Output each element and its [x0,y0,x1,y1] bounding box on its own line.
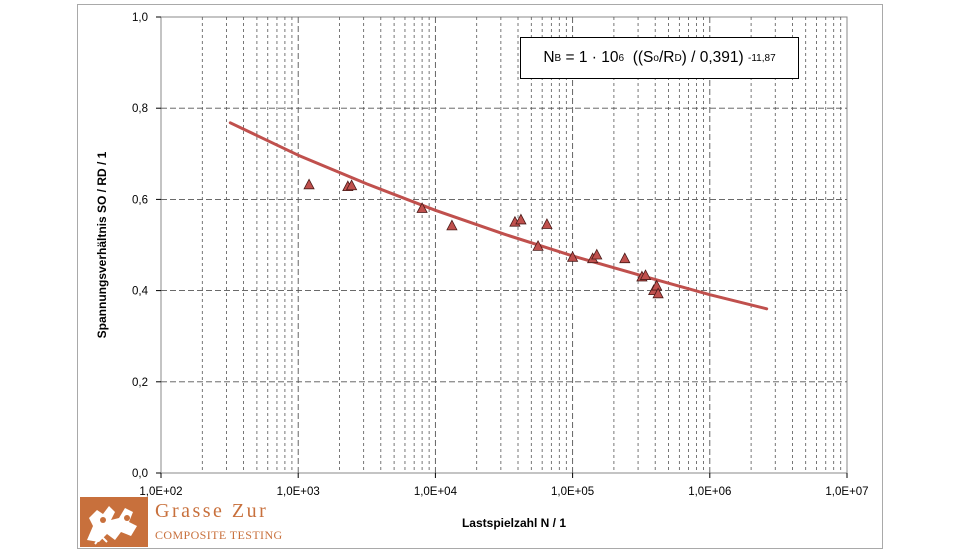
grid [161,17,847,473]
data-point [446,219,458,231]
lion-crest-icon [80,497,148,547]
x-axis-ticks: 1,0E+02 1,0E+03 1,0E+04 1,0E+05 1,0E+06 1,0E+… [139,473,869,498]
company-logo: Grasse Zur COMPOSITE TESTING [79,496,339,548]
y-axis-title: Spannungsverhältnis SO / RD / 1 [95,151,109,338]
x-tick-label: 1,0E+02 [139,486,182,498]
data-point [652,287,664,299]
formula-mid3: ) / 0,391) [681,49,749,66]
x-tick-label: 1,0E+03 [277,486,320,498]
formula-mid1: ((S [624,49,654,66]
y-axis-ticks: 0,0 0,2 0,4 0,6 0,8 1,0 [132,12,161,480]
formula-base: N [543,49,555,66]
data-point [303,178,315,190]
formula-mid2: /R [658,49,675,66]
y-tick-label: 0,2 [132,377,148,389]
x-tick-label: 1,0E+06 [688,486,731,498]
x-axis-title: Lastspielzahl N / 1 [462,516,566,530]
y-tick-label: 0,4 [132,286,149,298]
formula-exp2: -11,87 [748,52,776,64]
data-point [416,202,428,213]
data-points [303,178,664,299]
y-tick-label: 0,8 [132,103,148,115]
data-point [639,269,652,280]
data-point [566,250,579,262]
data-point [532,240,544,251]
data-point [541,218,553,229]
data-point [591,248,603,260]
fit-curve-line [228,121,769,311]
fit-curve [228,121,769,311]
formula-base-sub: B [554,52,562,64]
y-tick-label: 0,6 [132,194,148,206]
data-point [515,213,527,225]
x-tick-label: 1,0E+05 [551,486,594,498]
logo-name: Grasse Zur [155,500,269,522]
formula-eq: = 1 · 10 [561,49,619,66]
data-point [651,279,663,291]
logo-subtitle: COMPOSITE TESTING [155,528,283,542]
x-tick-label: 1,0E+04 [414,486,458,498]
data-point [345,179,358,191]
formula-exp: 6 [618,52,625,64]
y-tick-label: 0,0 [132,468,148,480]
data-point [619,252,631,264]
x-tick-label: 1,0E+07 [825,486,868,498]
plot-area [160,16,848,474]
formula-sub-o: o [653,52,659,64]
y-tick-label: 1,0 [132,12,148,24]
formula-sub-d: D [674,52,682,64]
